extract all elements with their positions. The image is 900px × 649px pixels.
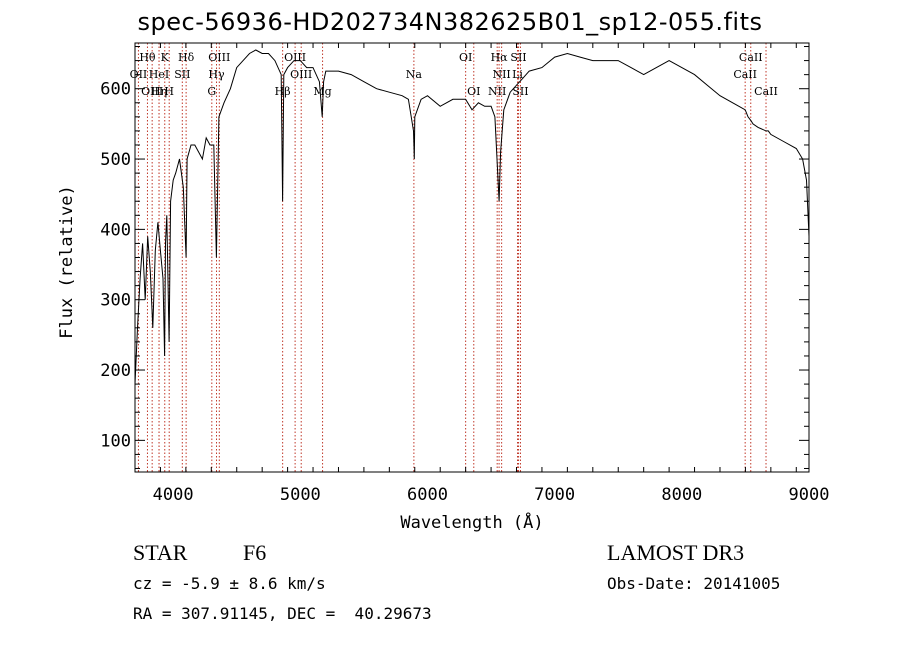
line-label: Mg <box>313 85 331 98</box>
line-label: HeI <box>149 68 169 81</box>
line-label: OIII <box>284 51 306 64</box>
object-class: STAR <box>133 540 188 565</box>
coordinates-text: RA = 307.91145, DEC = 40.29673 <box>133 604 432 623</box>
subclass: F6 <box>243 540 267 565</box>
obs-date-text: Obs-Date: 20141005 <box>607 574 781 593</box>
line-label: OIII <box>208 51 230 64</box>
y-tick-label: 300 <box>100 291 131 311</box>
emission-line-markers <box>137 43 767 472</box>
y-tick-label: 100 <box>100 431 131 451</box>
y-tick-label: 200 <box>100 361 131 381</box>
line-label: Hδ <box>178 51 195 64</box>
x-tick-label: 6000 <box>407 485 448 505</box>
line-label: NII <box>488 85 506 98</box>
survey-name: LAMOST DR3 <box>607 540 745 565</box>
line-label: G <box>207 85 216 98</box>
line-label: OIII <box>141 85 163 98</box>
spectrum-line <box>134 49 810 385</box>
y-axis-label: Flux (relative) <box>57 185 77 339</box>
line-label: K <box>161 51 170 64</box>
line-label: Li <box>512 68 523 81</box>
line-label: SII <box>510 51 526 64</box>
x-tick-label: 4000 <box>153 485 194 505</box>
line-label: SII <box>174 68 190 81</box>
redshift-text: cz = -5.9 ± 8.6 km/s <box>133 574 326 593</box>
x-tick-label: 7000 <box>534 485 575 505</box>
line-label: CaII <box>733 68 757 81</box>
line-label: OIII <box>290 68 312 81</box>
line-label: CaII <box>754 85 778 98</box>
x-axis-label: Wavelength (Å) <box>400 511 543 533</box>
line-label: NII <box>492 68 510 81</box>
y-tick-label: 500 <box>100 150 131 170</box>
axes: 4000 5000 6000 7000 8000 9000 100 200 300 400 500 6… <box>100 42 830 505</box>
line-label: Hγ <box>208 68 225 81</box>
plot-frame <box>134 42 810 473</box>
line-label: Hη <box>151 85 167 98</box>
line-label: Hα <box>491 51 509 64</box>
line-label: Hθ <box>139 51 156 64</box>
line-label: H <box>164 85 174 98</box>
line-label: Hβ <box>275 85 291 98</box>
x-tick-label: 9000 <box>789 485 830 505</box>
y-tick-label: 600 <box>100 80 131 100</box>
line-label: CaII <box>739 51 763 64</box>
chart-title: spec-56936-HD202734N382625B01_sp12-055.f… <box>137 8 763 36</box>
x-tick-label: 8000 <box>661 485 702 505</box>
line-label: OI <box>459 51 472 64</box>
y-tick-label: 400 <box>100 220 131 240</box>
line-label: OI <box>467 85 480 98</box>
x-tick-label: 5000 <box>280 485 321 505</box>
line-label: OII <box>130 68 148 81</box>
line-label: SII <box>512 85 528 98</box>
line-label: Na <box>406 68 423 81</box>
